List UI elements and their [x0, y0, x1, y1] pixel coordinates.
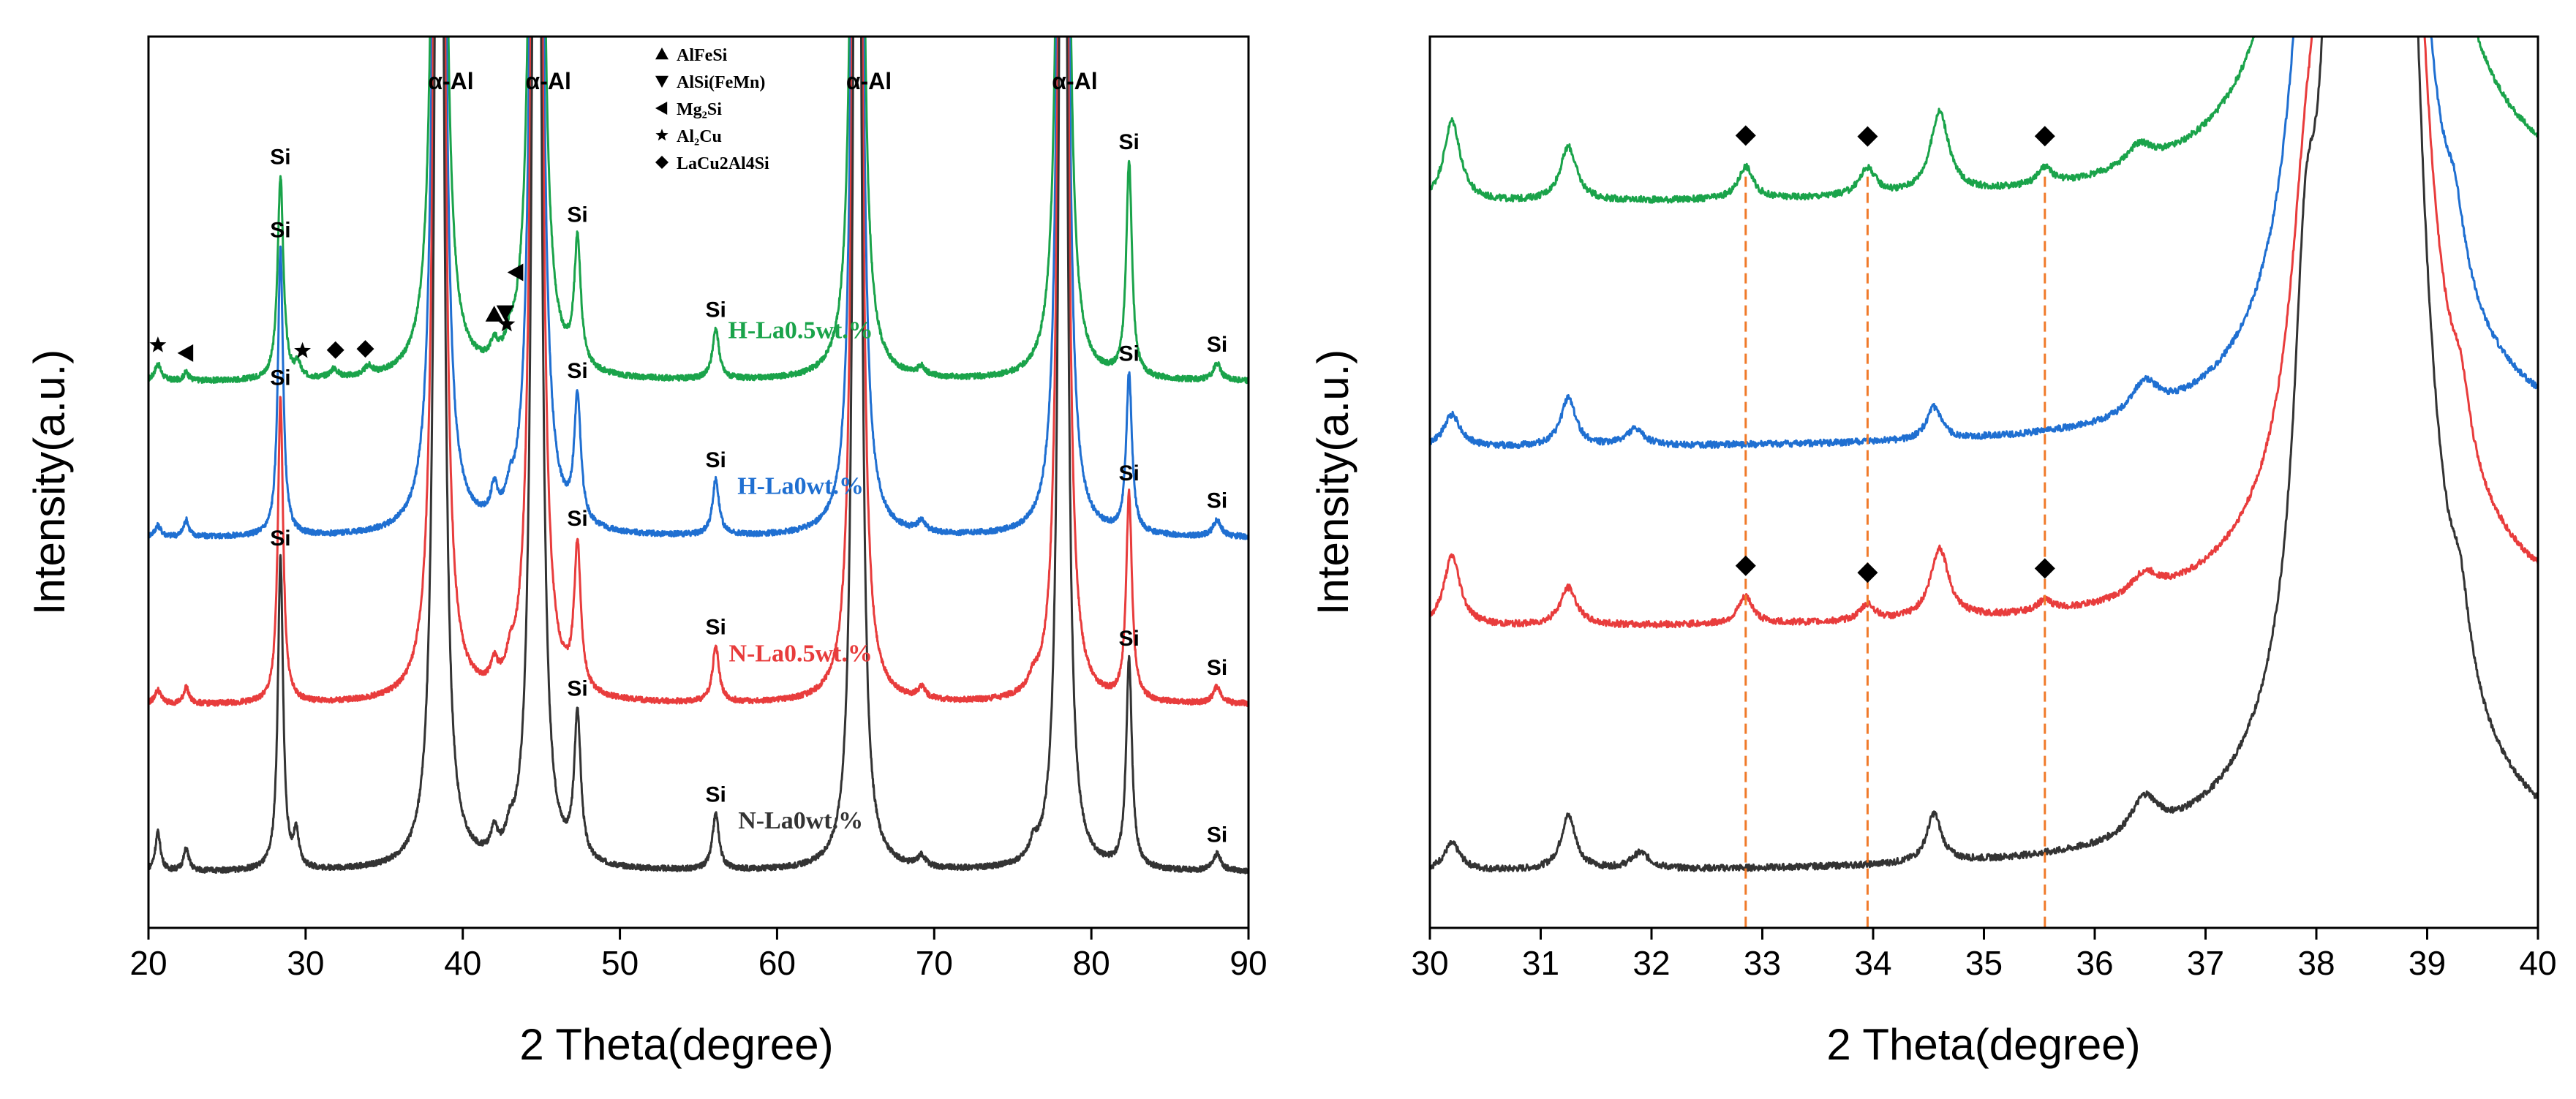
- x-axis-title: 2 Theta(degree): [1826, 1020, 2140, 1069]
- peak-label-si: Si: [270, 366, 290, 390]
- peak-label-si: Si: [705, 616, 726, 640]
- x-tick-label: 90: [1229, 944, 1267, 982]
- peak-label-si: Si: [1207, 656, 1227, 680]
- x-tick-label: 36: [2076, 944, 2113, 982]
- series-label-0: H-La0.5wt.%: [728, 317, 873, 344]
- series-line-0: [1430, 37, 2538, 204]
- phase-marker-left-triangle: [507, 263, 524, 282]
- diamond-marker: [1857, 126, 1878, 147]
- legend-marker-left-triangle: [655, 102, 668, 115]
- legend-label: AlSi(FeMn): [677, 73, 765, 92]
- legend-label: AlFeSi: [677, 46, 728, 65]
- peak-label-si: Si: [1119, 627, 1140, 651]
- x-tick-label: 31: [1522, 944, 1559, 982]
- plot-area: [1430, 37, 2538, 928]
- x-tick-label: 50: [601, 944, 639, 982]
- peak-label-si: Si: [270, 526, 290, 551]
- phase-marker-diamond: [326, 341, 344, 359]
- peak-label-si: Si: [567, 507, 587, 531]
- peak-label-si: Si: [1207, 333, 1227, 357]
- legend-marker-star: [655, 129, 669, 141]
- peak-label-si: Si: [567, 676, 587, 700]
- series-label-1: H-La0wt.%: [737, 473, 864, 500]
- peak-label-alpha-al: α-Al: [526, 68, 571, 94]
- x-tick-label: 35: [1965, 944, 2003, 982]
- series-label-3: N-La0wt.%: [738, 807, 863, 834]
- series-line-0: [148, 37, 1249, 385]
- series-line-3: [148, 37, 1249, 875]
- x-tick-label: 32: [1632, 944, 1670, 982]
- phase-marker-star: [149, 336, 167, 352]
- phase-marker-diamond: [356, 340, 374, 358]
- peak-label-si: Si: [705, 298, 726, 322]
- x-tick-label: 40: [444, 944, 481, 982]
- phase-marker-star: [498, 315, 516, 332]
- x-tick-label: 37: [2187, 944, 2224, 982]
- peak-label-si: Si: [1207, 488, 1227, 513]
- peak-label-si: Si: [705, 448, 726, 472]
- legend-marker-triangle-down: [655, 75, 669, 88]
- x-tick-label: 33: [1744, 944, 1781, 982]
- diamond-marker: [2034, 558, 2055, 579]
- peak-label-alpha-al: α-Al: [846, 68, 892, 94]
- legend-label: Mg₂Si: [677, 100, 722, 119]
- legend-label: LaCu2Al4Si: [677, 154, 769, 173]
- legend-marker-diamond: [655, 156, 669, 169]
- peak-label-si: Si: [270, 146, 290, 170]
- series-line-1: [1430, 37, 2538, 450]
- plot-frame: [1428, 35, 2539, 929]
- phase-marker-left-triangle: [177, 344, 194, 362]
- phase-marker-triangle-down: [496, 305, 514, 322]
- series-line-2: [1430, 37, 2538, 629]
- panel-left: 20 30 40 50 60 70 80 90 2 Theta(degree) Intensity…: [25, 35, 1268, 1069]
- diamond-marker: [1735, 125, 1756, 146]
- x-tick-label: 30: [287, 944, 324, 982]
- x-axis-title: 2 Theta(degree): [519, 1020, 833, 1069]
- peak-label-si: Si: [567, 203, 587, 227]
- legend-marker-triangle-up: [655, 48, 669, 60]
- peak-label-si: Si: [1119, 341, 1140, 366]
- diamond-marker: [2034, 126, 2055, 147]
- peak-label-si: Si: [567, 359, 587, 383]
- x-ticks: 20 30 40 50 60 70 80 90: [129, 928, 1268, 982]
- x-tick-label: 80: [1073, 944, 1110, 982]
- x-ticks: 30 31 32 33 34 35 36 37 38 39 40: [1411, 928, 2557, 982]
- series-line-2: [148, 37, 1249, 707]
- x-tick-label: 34: [1854, 944, 1891, 982]
- diamond-marker: [1857, 562, 1878, 584]
- x-tick-label: 60: [758, 944, 796, 982]
- panel-right: 30 31 32 33 34 35 36 37 38 39 40 2 Theta(degree) Int…: [1308, 35, 2557, 1069]
- y-axis-title: Intensity(a.u.): [25, 350, 74, 616]
- legend-label: Al₂Cu: [677, 127, 722, 146]
- legend: AlFeSi AlSi(FeMn) Mg₂Si Al₂Cu LaCu2Al4Si: [655, 46, 769, 173]
- series-line-1: [148, 37, 1249, 540]
- plot-area: [148, 37, 1249, 875]
- peak-label-si: Si: [1207, 823, 1227, 847]
- peak-label-alpha-al: α-Al: [1052, 68, 1097, 94]
- series-line-3: [1430, 37, 2538, 873]
- x-tick-label: 30: [1411, 944, 1448, 982]
- peak-label-si: Si: [1119, 130, 1140, 154]
- peak-label-alpha-al: α-Al: [428, 68, 473, 94]
- plot-frame: [147, 35, 1250, 929]
- x-tick-label: 40: [2519, 944, 2556, 982]
- series-label-2: N-La0.5wt.%: [728, 640, 872, 667]
- peak-label-si: Si: [270, 218, 290, 242]
- x-tick-label: 70: [916, 944, 953, 982]
- y-axis-title: Intensity(a.u.): [1308, 350, 1357, 616]
- x-tick-label: 20: [129, 944, 167, 982]
- peak-label-si: Si: [1119, 461, 1140, 486]
- x-tick-label: 38: [2297, 944, 2335, 982]
- x-tick-label: 39: [2409, 944, 2446, 982]
- phase-marker-triangle-up: [485, 306, 503, 322]
- diamond-marker: [1735, 555, 1756, 576]
- phase-marker-star: [294, 341, 311, 358]
- peak-label-si: Si: [705, 783, 726, 807]
